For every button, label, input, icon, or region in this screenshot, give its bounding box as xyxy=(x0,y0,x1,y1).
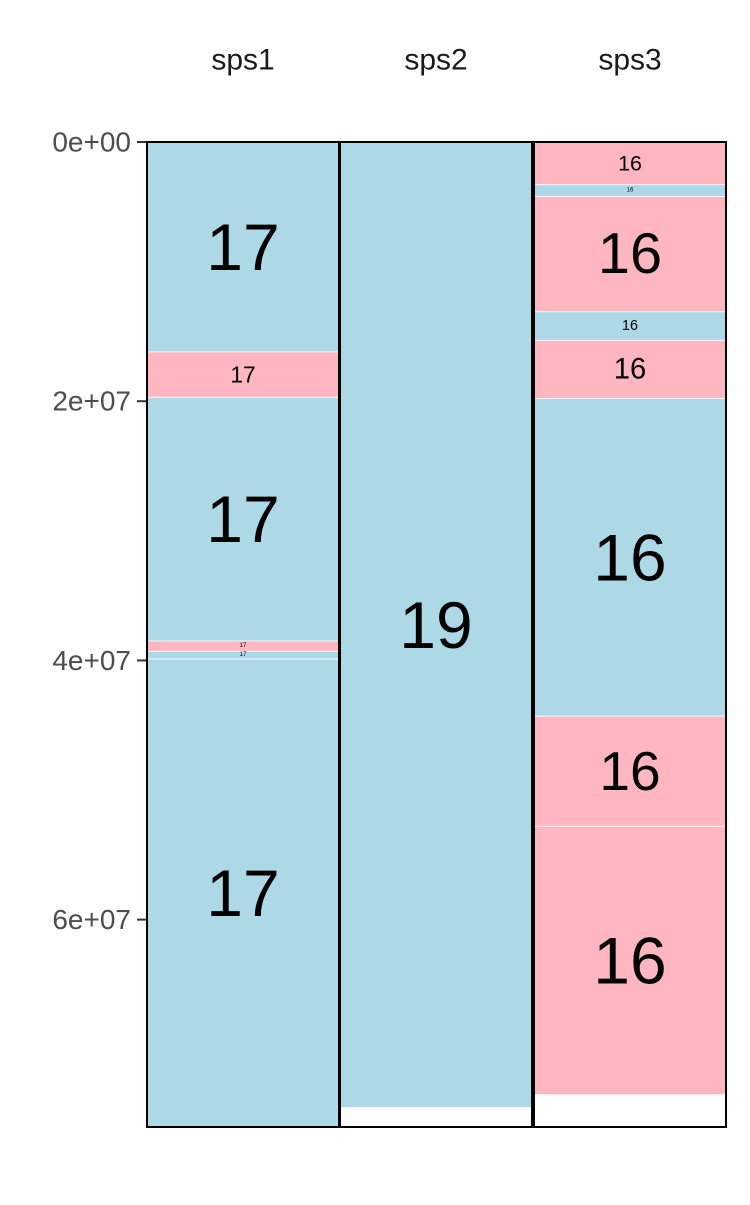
y-axis: 0e+00 2e+07 4e+07 6e+07 xyxy=(52,127,147,935)
segment-label: 16 xyxy=(622,318,638,334)
segment-blue xyxy=(533,311,727,341)
segment-label: 17 xyxy=(240,643,247,649)
segment-pink xyxy=(533,141,727,186)
segment-label: 16 xyxy=(618,151,642,175)
column-header: sps2 xyxy=(404,44,467,77)
segment-pink xyxy=(533,715,727,827)
segment-pink xyxy=(533,196,727,313)
segment-label: 16 xyxy=(627,188,634,194)
column-header: sps3 xyxy=(598,44,661,77)
column-header: sps1 xyxy=(211,44,274,77)
segment-label: 16 xyxy=(593,520,666,594)
segment-pink xyxy=(533,825,727,1095)
segment-label: 17 xyxy=(206,210,279,284)
y-tick-label: 0e+00 xyxy=(52,127,131,158)
y-tick-label: 4e+07 xyxy=(52,645,131,676)
segment-label: 16 xyxy=(614,353,646,385)
segment-label: 16 xyxy=(599,740,660,802)
segment-blue xyxy=(533,398,727,717)
segment-label: 17 xyxy=(206,856,279,930)
column-sps1: 17 17 17 17 17 17 xyxy=(146,141,340,1128)
segment-blue xyxy=(339,141,533,1108)
column-headers: sps1 sps2 sps3 xyxy=(211,44,661,77)
segment-blue xyxy=(146,396,340,642)
segment-label: 17 xyxy=(240,652,247,658)
columns: 17 17 17 17 17 17 19 16 16 16 16 16 16 16 16 xyxy=(146,141,727,1128)
column-outline xyxy=(533,141,727,1128)
segment-label: 17 xyxy=(206,482,279,556)
segment-label: 19 xyxy=(399,588,472,662)
segment-label: 16 xyxy=(593,923,666,997)
column-sps3: 16 16 16 16 16 16 16 16 xyxy=(533,141,727,1128)
column-sps2: 19 xyxy=(339,141,533,1128)
segment-label: 17 xyxy=(230,362,255,388)
segment-blue xyxy=(146,141,340,353)
segment-label: 16 xyxy=(598,222,662,286)
y-tick-label: 6e+07 xyxy=(52,904,131,935)
y-tick-label: 2e+07 xyxy=(52,386,131,417)
column-outline xyxy=(339,141,533,1128)
